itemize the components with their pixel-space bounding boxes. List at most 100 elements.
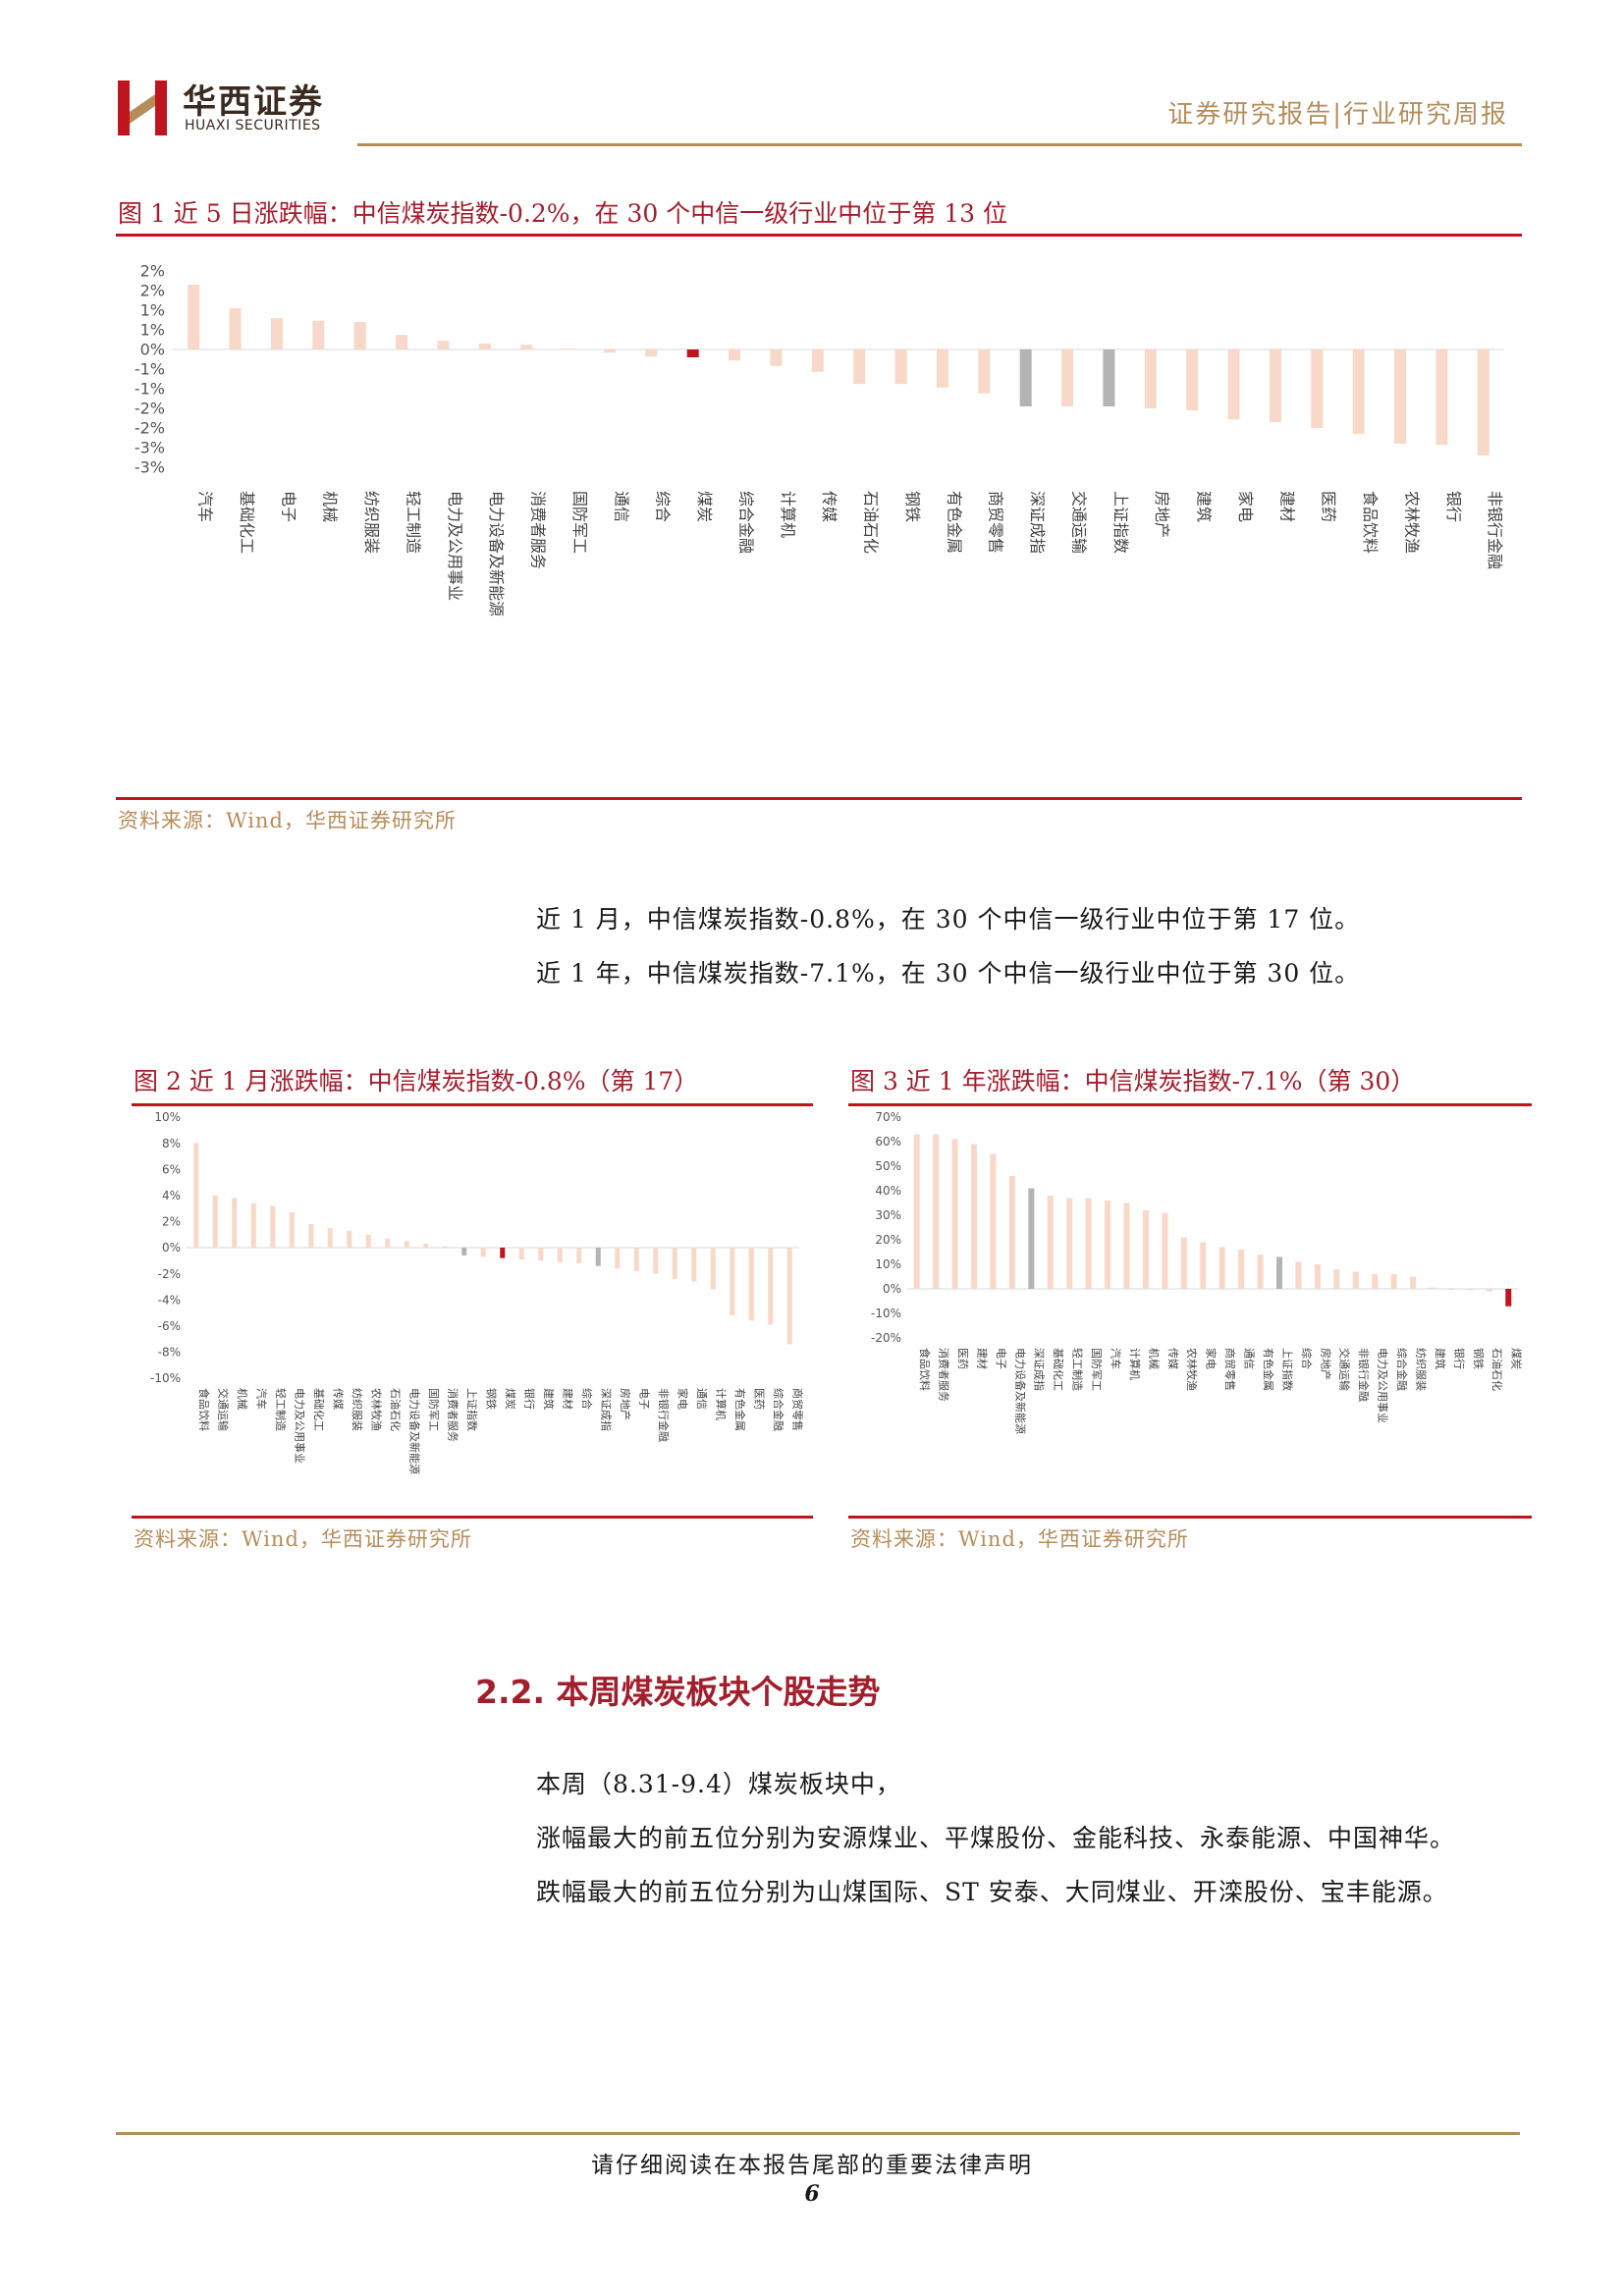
fig3-ytick-label: 50% bbox=[875, 1159, 901, 1173]
fig3-bar bbox=[1218, 1247, 1225, 1289]
fig1-category-label: 机械 bbox=[321, 491, 340, 522]
section-paragraph-gainers: 涨幅最大的前五位分别为安源煤业、平煤股份、金能科技、永泰能源、中国神华。 bbox=[536, 1824, 1456, 1852]
fig3-bar bbox=[1372, 1274, 1379, 1289]
fig2-bar bbox=[442, 1246, 448, 1248]
figure3-caption: 图 3 近 1 年涨跌幅：中信煤炭指数-7.1%（第 30） bbox=[850, 1067, 1416, 1095]
fig1-ytick-label: 1% bbox=[140, 301, 165, 320]
fig1-category-label: 食品饮料 bbox=[1361, 491, 1380, 554]
fig2-bar bbox=[404, 1241, 409, 1248]
fig2-category-label: 电力及公用事业 bbox=[294, 1388, 306, 1464]
fig2-category-label: 综合 bbox=[580, 1388, 594, 1410]
fig1-bar bbox=[437, 341, 450, 349]
fig1-bar bbox=[1394, 349, 1407, 444]
fig2-category-label: 煤炭 bbox=[504, 1388, 516, 1410]
fig3-bar bbox=[1047, 1196, 1054, 1289]
fig1-bar bbox=[1311, 349, 1324, 428]
fig2-category-label: 消费者服务 bbox=[447, 1388, 460, 1442]
fig2-category-label: 建材 bbox=[562, 1388, 575, 1410]
figure1-top-rule bbox=[116, 234, 1522, 237]
figure3-top-rule bbox=[848, 1103, 1532, 1106]
page-number: 6 bbox=[804, 2181, 820, 2207]
fig2-bar bbox=[786, 1248, 792, 1345]
fig1-category-label: 综合金融 bbox=[736, 491, 755, 554]
fig2-category-label: 国防军工 bbox=[427, 1388, 441, 1431]
fig1-bar bbox=[978, 349, 991, 394]
fig2-bar bbox=[672, 1248, 677, 1279]
fig3-bar bbox=[1352, 1271, 1359, 1289]
fig2-bar bbox=[289, 1212, 295, 1248]
fig3-category-label: 钢铁 bbox=[1472, 1348, 1485, 1369]
fig3-category-label: 房地产 bbox=[1319, 1348, 1332, 1380]
fig3-category-label: 交通运输 bbox=[1338, 1348, 1352, 1391]
fig1-bar bbox=[1061, 349, 1074, 406]
fig1-category-label: 电力及公用事业 bbox=[446, 491, 464, 601]
fig2-category-label: 电力设备及新能源 bbox=[408, 1388, 422, 1474]
fig2-category-label: 通信 bbox=[695, 1388, 708, 1410]
fig2-bar bbox=[193, 1143, 199, 1248]
figure3-bar-chart: 70% 60% 50% 40% 30% 20% 10% 0% -10% -20% 食品饮料 消费者服务… bbox=[871, 1110, 1523, 1434]
fig1-ytick-label: -3% bbox=[135, 439, 165, 457]
fig3-bar bbox=[1028, 1188, 1035, 1289]
fig1-bar bbox=[478, 344, 491, 349]
fig1-bar bbox=[686, 349, 699, 357]
fig1-bar bbox=[1352, 349, 1365, 434]
fig2-bar bbox=[691, 1248, 697, 1282]
fig1-bar bbox=[770, 349, 783, 366]
fig1-category-label: 电力设备及新能源 bbox=[487, 491, 506, 616]
fig1-bar bbox=[894, 349, 907, 385]
fig1-bar bbox=[1186, 349, 1199, 410]
fig2-category-label: 计算机 bbox=[715, 1388, 729, 1420]
fig2-bar bbox=[633, 1248, 639, 1271]
fig3-category-label: 食品饮料 bbox=[918, 1348, 932, 1391]
fig2-bar bbox=[538, 1248, 544, 1261]
fig3-bar bbox=[971, 1144, 978, 1289]
fig1-category-label: 钢铁 bbox=[903, 491, 922, 522]
fig3-category-label: 消费者服务 bbox=[938, 1348, 951, 1402]
fig2-bar bbox=[595, 1248, 601, 1266]
fig1-ytick-label: 2% bbox=[140, 282, 165, 300]
fig3-ytick-label: -10% bbox=[871, 1307, 901, 1320]
fig1-category-label: 上证指数 bbox=[1111, 491, 1130, 554]
fig2-category-label: 房地产 bbox=[619, 1388, 632, 1420]
fig3-category-label: 有色金属 bbox=[1262, 1348, 1275, 1391]
fig3-category-label: 石油石化 bbox=[1490, 1348, 1504, 1391]
fig2-bar bbox=[748, 1248, 754, 1321]
fig3-ytick-label: 30% bbox=[875, 1208, 901, 1222]
fig3-category-label: 轻工制造 bbox=[1071, 1348, 1085, 1391]
fig1-category-label: 深证成指 bbox=[1028, 491, 1047, 554]
fig3-bar bbox=[933, 1134, 940, 1289]
fig3-category-label: 基础化工 bbox=[1052, 1348, 1065, 1391]
fig1-ytick-label: -1% bbox=[135, 380, 165, 399]
fig3-bar bbox=[1295, 1261, 1302, 1289]
fig3-ytick-label: 10% bbox=[875, 1257, 901, 1271]
fig1-bar bbox=[729, 349, 741, 361]
fig2-bar bbox=[250, 1202, 256, 1248]
paragraph-1-year: 近 1 年，中信煤炭指数-7.1%，在 30 个中信一级行业中位于第 30 位。 bbox=[536, 959, 1361, 988]
fig1-category-label: 国防军工 bbox=[570, 491, 589, 554]
fig2-ytick-label: 6% bbox=[162, 1162, 181, 1176]
fig2-bar bbox=[461, 1248, 467, 1255]
fig3-category-label: 纺织服装 bbox=[1414, 1348, 1428, 1391]
fig2-ytick-label: 10% bbox=[154, 1110, 181, 1124]
fig1-category-label: 石油石化 bbox=[862, 491, 881, 554]
fig2-bar bbox=[710, 1248, 716, 1290]
fig3-category-label: 电力及公用事业 bbox=[1377, 1348, 1389, 1423]
fig1-bar bbox=[562, 348, 574, 350]
fig1-bar bbox=[520, 345, 533, 349]
fig3-bar bbox=[913, 1134, 920, 1289]
fig3-category-label: 电力设备及新能源 bbox=[1013, 1348, 1027, 1434]
fig3-category-label: 建筑 bbox=[1434, 1348, 1447, 1369]
fig1-bar bbox=[396, 335, 408, 349]
fig2-bar bbox=[270, 1205, 276, 1248]
fig2-ytick-label: -4% bbox=[158, 1293, 181, 1307]
fig2-ytick-label: -10% bbox=[150, 1371, 181, 1385]
fig3-category-label: 医药 bbox=[956, 1348, 969, 1369]
fig1-ytick-label: 2% bbox=[140, 262, 165, 281]
fig1-category-label: 通信 bbox=[612, 491, 630, 522]
section-heading: 2.2. 本周煤炭板块个股走势 bbox=[475, 1673, 881, 1711]
figure1-bar-chart: 2%2%1%1%0%-1%-1%-2%-2%-3%-3%汽车 基础化工 电子 机械 纺织… bbox=[135, 262, 1504, 616]
fig2-category-label: 建筑 bbox=[542, 1388, 556, 1410]
fig2-category-label: 传媒 bbox=[332, 1388, 345, 1410]
fig2-bar bbox=[653, 1248, 659, 1274]
fig2-category-label: 深证成指 bbox=[600, 1388, 614, 1431]
